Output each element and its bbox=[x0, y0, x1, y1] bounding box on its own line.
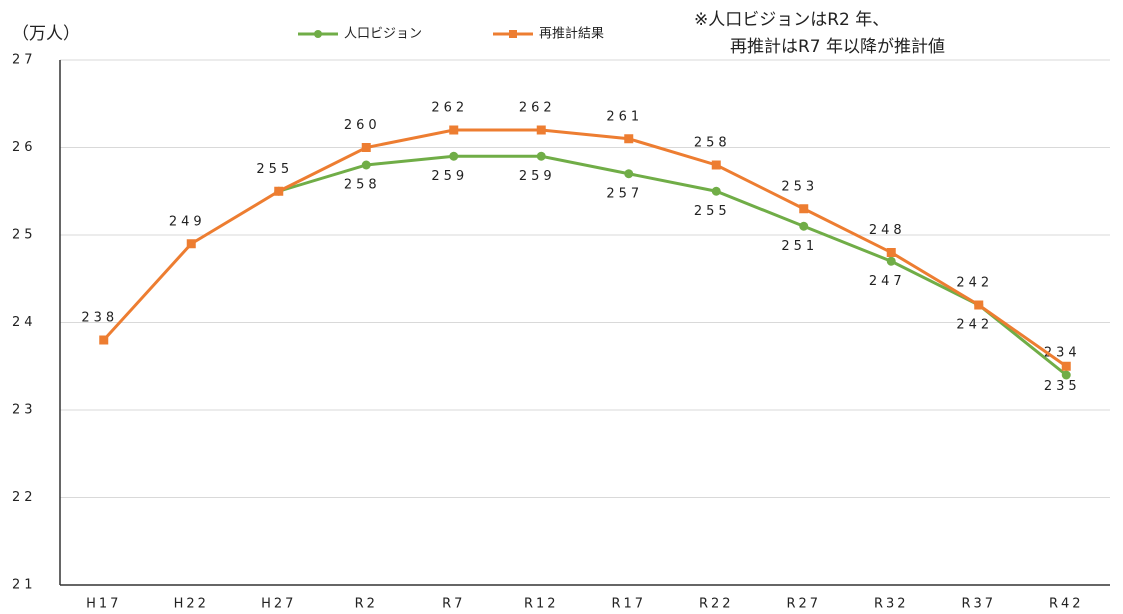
data-label: 249 bbox=[169, 214, 206, 229]
x-tick-label: H22 bbox=[174, 597, 209, 612]
series-line bbox=[278, 154, 1068, 377]
data-label: 258 bbox=[694, 136, 731, 151]
x-tick-label: R42 bbox=[1049, 597, 1084, 612]
marker bbox=[624, 169, 634, 179]
y-tick-label: 27 bbox=[12, 53, 37, 68]
legend-label: 人口ビジョン bbox=[344, 27, 422, 42]
data-label: 262 bbox=[431, 101, 468, 116]
data-label: 235 bbox=[1044, 379, 1081, 394]
data-label: 247 bbox=[869, 274, 906, 289]
unit-label: （万人） bbox=[12, 24, 80, 44]
annotation: ※人口ビジョンはR2 年、 bbox=[694, 10, 889, 30]
x-tick-label: R7 bbox=[442, 597, 465, 612]
x-tick-label: H17 bbox=[86, 597, 121, 612]
marker bbox=[711, 160, 721, 170]
y-tick-label: 22 bbox=[12, 490, 37, 505]
marker bbox=[274, 186, 284, 196]
marker bbox=[1061, 361, 1071, 371]
x-tick-label: R37 bbox=[961, 597, 996, 612]
annotation: 再推計はR7 年以降が推計値 bbox=[730, 37, 945, 57]
x-tick-label: R27 bbox=[786, 597, 821, 612]
x-tick-label: R22 bbox=[699, 597, 734, 612]
x-tick-label: R32 bbox=[874, 597, 909, 612]
data-label: 259 bbox=[431, 169, 468, 184]
marker bbox=[536, 151, 546, 161]
marker bbox=[449, 125, 459, 135]
y-tick-label: 26 bbox=[12, 140, 37, 155]
data-label: 253 bbox=[781, 179, 818, 194]
y-tick-label: 21 bbox=[12, 578, 37, 593]
marker bbox=[99, 335, 109, 345]
data-label: 260 bbox=[344, 118, 381, 133]
x-tick-label: R2 bbox=[355, 597, 378, 612]
data-label: 255 bbox=[694, 204, 731, 219]
marker bbox=[974, 300, 984, 310]
marker bbox=[886, 256, 896, 266]
data-label: 259 bbox=[519, 169, 556, 184]
marker bbox=[361, 143, 371, 152]
legend-label: 再推計結果 bbox=[539, 26, 604, 42]
x-tick-label: R17 bbox=[611, 597, 646, 612]
marker bbox=[624, 134, 634, 144]
x-tick-label: H27 bbox=[261, 597, 296, 612]
data-label: 242 bbox=[956, 318, 993, 333]
y-tick-label: 25 bbox=[12, 228, 37, 243]
y-tick-label: 23 bbox=[12, 403, 37, 418]
marker bbox=[536, 125, 546, 135]
marker bbox=[361, 160, 371, 170]
data-label: 251 bbox=[781, 239, 818, 254]
data-label: 262 bbox=[519, 101, 556, 116]
marker bbox=[1061, 370, 1071, 380]
marker bbox=[186, 239, 196, 249]
data-label: 258 bbox=[344, 178, 381, 193]
marker bbox=[799, 204, 809, 214]
legend-marker bbox=[509, 30, 517, 38]
data-label: 242 bbox=[956, 276, 993, 291]
legend-marker bbox=[314, 30, 322, 38]
series-line bbox=[102, 128, 1068, 368]
x-tick-label: R12 bbox=[524, 597, 559, 612]
marker bbox=[886, 248, 896, 257]
y-tick-label: 24 bbox=[12, 315, 37, 330]
data-label: 238 bbox=[81, 311, 118, 326]
data-label: 261 bbox=[606, 109, 643, 124]
marker bbox=[711, 186, 721, 196]
marker bbox=[799, 221, 809, 231]
data-label: 248 bbox=[869, 223, 906, 238]
data-label: 257 bbox=[606, 186, 643, 201]
data-label: 255 bbox=[256, 162, 293, 177]
marker bbox=[449, 151, 459, 161]
